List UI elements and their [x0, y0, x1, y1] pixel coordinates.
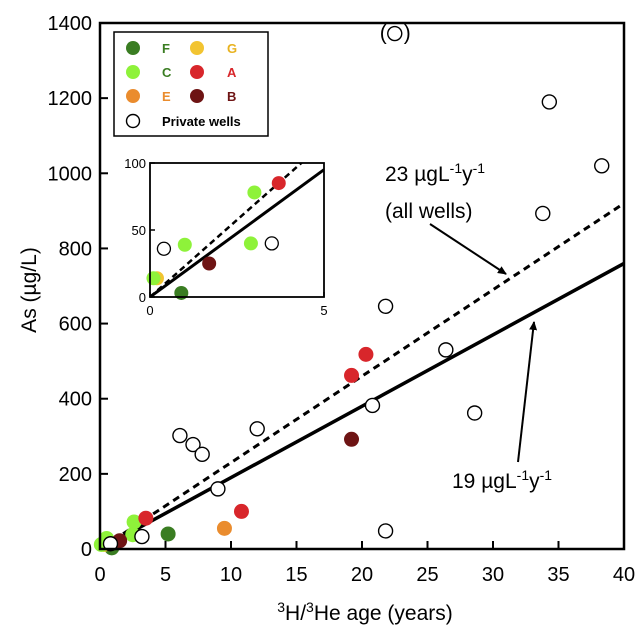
inset-data-point [177, 237, 192, 252]
data-point-open [249, 421, 265, 437]
legend-marker-private-wells [125, 113, 141, 129]
legend-label-private-wells: Private wells [162, 114, 241, 129]
x-tick-label: 5 [160, 564, 171, 586]
inset-x-tick-label: 0 [146, 303, 153, 318]
inset-y-tick-label: 100 [124, 156, 146, 171]
x-tick-label: 25 [416, 564, 438, 586]
series-e [216, 520, 232, 536]
x-tick-label: 0 [94, 564, 105, 586]
y-tick-label: 200 [59, 464, 92, 486]
x-tick-label: 35 [547, 564, 569, 586]
outlier-paren-right: ) [404, 22, 411, 45]
legend-label-g: G [227, 41, 237, 56]
y-tick-label: 1000 [48, 163, 93, 185]
series-private-wells [102, 25, 610, 552]
data-point [344, 431, 360, 447]
legend-label-b: B [227, 89, 236, 104]
data-point [358, 346, 374, 362]
y-tick-label: 0 [81, 539, 92, 561]
regression-line-dashed [112, 202, 624, 542]
legend: F G C A E B Private wells [113, 31, 269, 137]
y-tick-label: 800 [59, 238, 92, 260]
inset-series-a [271, 176, 286, 191]
data-point-open [377, 298, 394, 314]
legend-marker-e [126, 89, 140, 103]
data-point-open [387, 25, 403, 42]
data-point [126, 514, 142, 530]
data-point [216, 520, 232, 536]
y-tick-label: 600 [59, 314, 92, 336]
legend-marker-a [190, 65, 204, 79]
legend-label-c: C [162, 65, 172, 80]
x-tick-label: 20 [351, 564, 373, 586]
legend-marker-c [126, 65, 140, 79]
y-tick-label: 1200 [48, 88, 93, 110]
data-point-open [210, 481, 226, 497]
y-tick-label: 400 [59, 389, 92, 411]
y-axis-title: As (µg/L) [18, 247, 41, 333]
regression-line-solid [100, 261, 624, 549]
inset-y-tick-label: 50 [132, 223, 146, 238]
inset-regression-line-dashed [150, 163, 304, 297]
inset-data-point [247, 185, 262, 200]
inset-series-b [202, 256, 217, 271]
data-point-open [172, 427, 188, 444]
main-plot: ()0 5 10 15 20 25 30 35 400200400600800100012001… [48, 13, 636, 586]
inset-regression-lines [150, 163, 324, 297]
outlier-paren-left: ( [380, 22, 387, 45]
inset-data-point-open [156, 241, 172, 256]
legend-marker-f [126, 41, 140, 55]
legend-label-f: F [162, 41, 170, 56]
inset-y-tick-label: 0 [139, 290, 146, 305]
legend-label-e: E [162, 89, 171, 104]
inset-x-tick-label: 5 [320, 303, 327, 318]
arrow-to-dashed-line [429, 223, 507, 275]
slope-label-dashed-line1: 23 µgL-1y-1 [385, 160, 485, 186]
series-b [112, 431, 360, 549]
data-point-open [102, 536, 119, 552]
legend-marker-g [190, 41, 204, 55]
data-point [344, 367, 360, 383]
slope-label-solid: 19 µgL-1y-1 [452, 467, 552, 493]
inset-data-point [243, 236, 258, 251]
inset-data-point [271, 176, 286, 191]
x-tick-label: 15 [285, 564, 307, 586]
data-point-open [377, 523, 394, 539]
regression-lines [100, 202, 624, 549]
data-point-open [185, 436, 201, 453]
inset-data-point [202, 256, 217, 271]
x-axis-title: 3H/3He age (years) [277, 599, 452, 625]
data-point-open [134, 528, 150, 545]
legend-marker-b [190, 89, 204, 103]
data-point-open [466, 405, 483, 421]
y-tick-label: 1400 [48, 13, 93, 35]
inset-data-point-open [264, 236, 279, 251]
x-tick-label: 30 [482, 564, 504, 586]
data-point [160, 526, 176, 542]
series-a [138, 346, 374, 526]
inset-regression-line-solid [150, 168, 324, 297]
legend-label-a: A [227, 65, 237, 80]
data-point-open [364, 397, 381, 414]
data-point-open [438, 342, 454, 358]
data-point-open [541, 94, 558, 110]
data-point [138, 510, 154, 526]
x-tick-label: 40 [613, 564, 635, 586]
x-tick-label: 10 [220, 564, 242, 586]
data-point-open [194, 446, 210, 463]
inset-data-point [146, 271, 161, 286]
annotations: 23 µgL-1y-1 (all wells) 19 µgL-1y-1 As (… [18, 160, 552, 625]
data-point-open [594, 158, 610, 174]
slope-label-dashed-line2: (all wells) [385, 200, 473, 223]
arrow-to-solid-line [517, 321, 538, 463]
inset-series-private-wells [156, 236, 279, 256]
data-point [233, 503, 249, 519]
data-point-open [535, 205, 551, 222]
